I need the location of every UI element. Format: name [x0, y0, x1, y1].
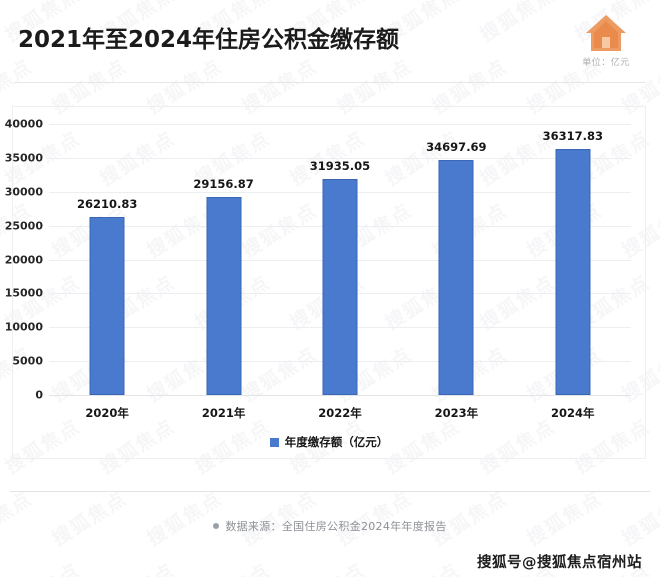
house-icon — [586, 15, 626, 51]
bar-slot: 26210.83 2020年 — [49, 124, 165, 420]
source-text: 数据来源：全国住房公积金2024年年度报告 — [225, 520, 447, 533]
watermark-tile: 搜狐焦点 — [284, 556, 370, 577]
gridline: 35000 — [5, 151, 631, 164]
chart-header: 2021年至2024年住房公积金缴存额 单位：亿元 — [0, 0, 660, 83]
bar[interactable]: 34697.69 — [426, 140, 487, 395]
bars-group: 26210.83 2020年 29156.87 2021年 31935.05 2022年 3… — [49, 124, 631, 420]
watermark-tile: 搜狐焦点 — [94, 556, 180, 577]
unit-label: 单位：亿元 — [582, 58, 630, 68]
legend-label: 年度缴存额（亿元） — [284, 435, 389, 449]
y-axis-tick-label: 35000 — [4, 151, 43, 165]
watermark-tile: 搜狐焦点 — [379, 556, 465, 577]
bar-slot: 31935.05 2022年 — [282, 124, 398, 420]
watermark-tile: 搜狐焦点 — [189, 556, 275, 577]
header-divider — [14, 82, 646, 83]
chart-legend: 年度缴存额（亿元） — [13, 434, 645, 450]
bar[interactable]: 29156.87 — [193, 177, 254, 395]
bar-value-label: 31935.05 — [309, 158, 371, 173]
unit-block: 单位：亿元 — [566, 12, 646, 68]
y-axis-tick-label: 15000 — [4, 286, 43, 300]
source-note: 数据来源：全国住房公积金2024年年度报告 — [0, 518, 660, 534]
watermark-tile: 搜狐焦点 — [0, 556, 85, 577]
bullet-dot-icon — [213, 523, 220, 529]
gridline: 40000 — [5, 118, 631, 131]
footer-divider — [10, 491, 650, 492]
bar-value-label: 26210.83 — [76, 197, 138, 212]
y-axis-tick-label: 0 — [35, 388, 43, 402]
bar-slot: 36317.83 2024年 — [515, 124, 631, 420]
y-axis-tick-label: 25000 — [4, 219, 43, 233]
bar[interactable]: 36317.83 — [543, 129, 603, 395]
bar[interactable]: 31935.05 — [310, 159, 370, 395]
x-axis-tick-label: 2023年 — [434, 406, 479, 420]
y-axis-tick-label: 10000 — [4, 320, 43, 334]
bar-slot: 29156.87 2021年 — [165, 124, 281, 420]
bar-value-label: 36317.83 — [542, 128, 603, 143]
bar-slot: 34697.69 2023年 — [398, 124, 514, 420]
y-axis-tick-label: 20000 — [4, 253, 43, 266]
bar[interactable]: 26210.83 — [77, 197, 137, 395]
x-axis-tick-label: 2022年 — [318, 406, 362, 420]
y-axis-tick-label: 40000 — [4, 117, 43, 131]
y-axis-tick-label: 5000 — [12, 354, 43, 368]
legend-swatch-icon — [269, 437, 279, 447]
bar-value-label: 34697.69 — [426, 139, 487, 154]
bar-value-label: 29156.87 — [193, 177, 254, 192]
y-axis-tick-label: 30000 — [4, 185, 43, 199]
chart-container: 0 5000 10000 15000 20000 25000 30000 35000 40000… — [5, 106, 646, 459]
x-axis-tick-label: 2021年 — [201, 406, 246, 420]
page-title: 2021年至2024年住房公积金缴存额 — [18, 27, 400, 53]
footer-watermark: 搜狐号@搜狐焦点宿州站 — [477, 555, 642, 571]
x-axis-tick-label: 2020年 — [85, 406, 129, 420]
gridline: 0 — [35, 389, 631, 402]
plot-area: 0 5000 10000 15000 20000 25000 30000 35000 40000… — [5, 118, 631, 420]
x-axis-tick-label: 2024年 — [551, 406, 595, 420]
